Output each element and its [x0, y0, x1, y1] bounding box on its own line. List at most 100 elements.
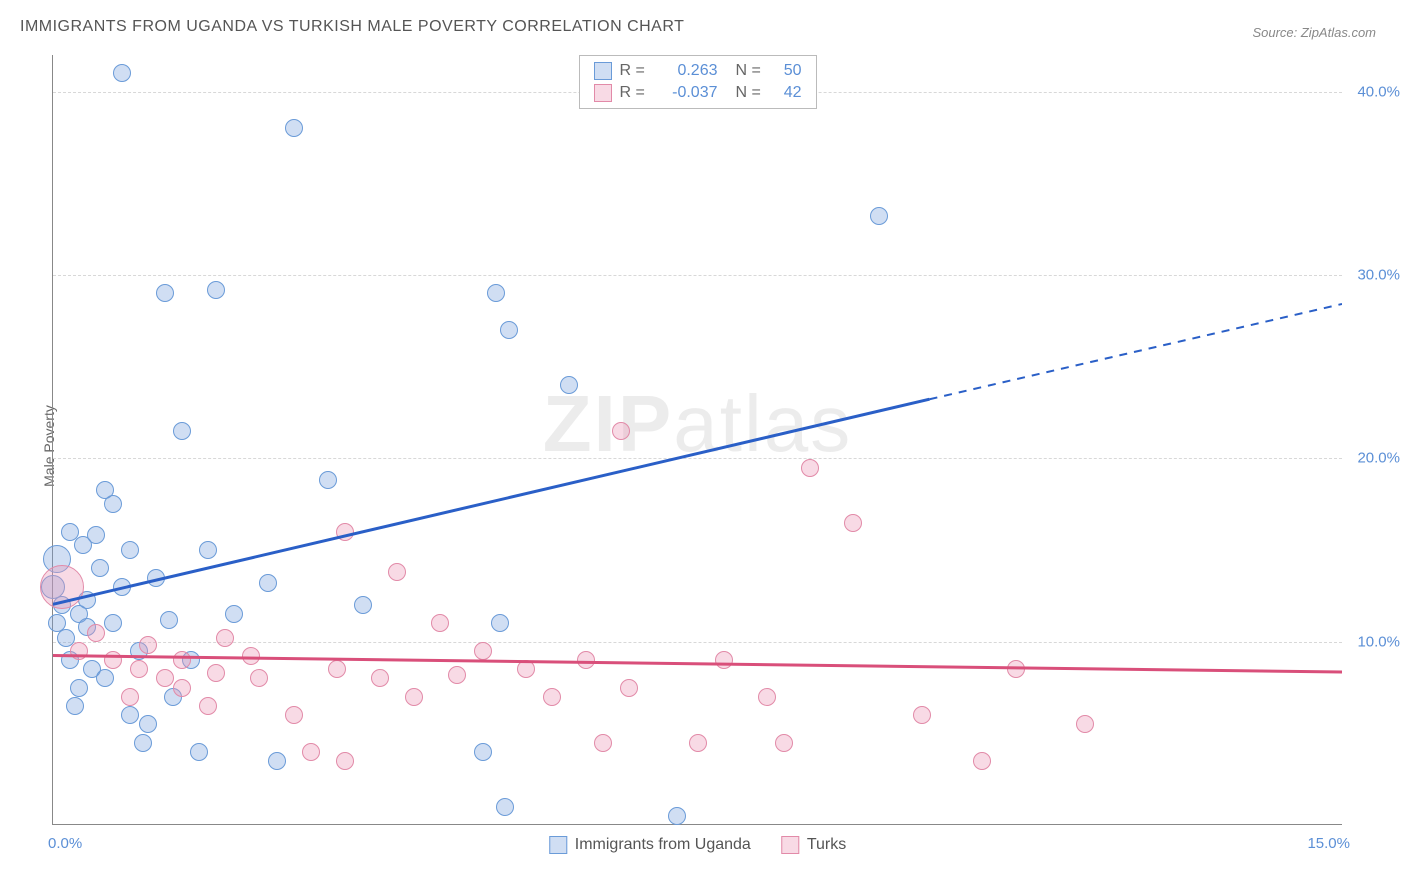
scatter-point [319, 471, 337, 489]
swatch-icon [594, 62, 612, 80]
legend-r-label: R = [620, 84, 648, 102]
scatter-point [250, 669, 268, 687]
x-tick-min: 0.0% [48, 835, 82, 852]
scatter-point [147, 569, 165, 587]
scatter-point [543, 688, 561, 706]
scatter-point [336, 752, 354, 770]
scatter-point [70, 679, 88, 697]
scatter-point [405, 688, 423, 706]
scatter-point [173, 422, 191, 440]
scatter-point [199, 697, 217, 715]
scatter-point [160, 611, 178, 629]
scatter-point [371, 669, 389, 687]
scatter-point [139, 715, 157, 733]
scatter-point [715, 651, 733, 669]
y-tick-label: 30.0% [1350, 267, 1400, 284]
scatter-point [431, 614, 449, 632]
scatter-point [620, 679, 638, 697]
y-tick-label: 10.0% [1350, 633, 1400, 650]
scatter-point [87, 624, 105, 642]
watermark: ZIPatlas [543, 378, 852, 470]
scatter-point [121, 688, 139, 706]
scatter-point [388, 563, 406, 581]
scatter-point [139, 636, 157, 654]
scatter-point [448, 666, 466, 684]
scatter-point [156, 284, 174, 302]
scatter-point [104, 651, 122, 669]
scatter-point [113, 578, 131, 596]
scatter-point [199, 541, 217, 559]
legend-row: R = 0.263 N = 50 [594, 60, 802, 82]
scatter-point [285, 119, 303, 137]
scatter-point [560, 376, 578, 394]
scatter-point [801, 459, 819, 477]
scatter-point [259, 574, 277, 592]
legend-item-turks: Turks [781, 836, 846, 854]
scatter-point [1076, 715, 1094, 733]
scatter-point [500, 321, 518, 339]
scatter-point [207, 664, 225, 682]
legend-n-value: 42 [772, 84, 802, 102]
gridline [53, 275, 1342, 276]
scatter-point [91, 559, 109, 577]
legend-n-label: N = [736, 62, 764, 80]
scatter-point [130, 660, 148, 678]
trend-line-extrapolated [930, 304, 1342, 399]
scatter-point [594, 734, 612, 752]
scatter-point [328, 660, 346, 678]
plot-area: ZIPatlas 10.0%20.0%30.0%40.0% R =0.263N … [52, 55, 1342, 825]
swatch-icon [781, 836, 799, 854]
scatter-point [844, 514, 862, 532]
scatter-point [496, 798, 514, 816]
trend-lines [53, 55, 1342, 824]
scatter-point [173, 679, 191, 697]
x-tick-max: 15.0% [1307, 835, 1350, 852]
scatter-point [302, 743, 320, 761]
legend-row: R =-0.037N =42 [594, 82, 802, 104]
scatter-point [668, 807, 686, 825]
scatter-point [113, 64, 131, 82]
scatter-point [70, 642, 88, 660]
scatter-point [612, 422, 630, 440]
swatch-icon [594, 84, 612, 102]
y-tick-label: 20.0% [1350, 450, 1400, 467]
scatter-point [87, 526, 105, 544]
scatter-point [1007, 660, 1025, 678]
scatter-point [870, 207, 888, 225]
scatter-point [216, 629, 234, 647]
scatter-point [474, 743, 492, 761]
correlation-legend: R =0.263N =50R =-0.037N =42 [579, 55, 817, 109]
chart-title: IMMIGRANTS FROM UGANDA VS TURKISH MALE P… [20, 18, 684, 36]
scatter-point [775, 734, 793, 752]
gridline [53, 458, 1342, 459]
scatter-point [66, 697, 84, 715]
legend-r-label: R = [620, 62, 648, 80]
y-tick-label: 40.0% [1350, 83, 1400, 100]
legend-n-label: N = [736, 84, 764, 102]
scatter-point [40, 565, 84, 609]
watermark-rest: atlas [673, 379, 852, 468]
scatter-point [487, 284, 505, 302]
scatter-point [48, 614, 66, 632]
scatter-point [491, 614, 509, 632]
legend-label: Immigrants from Uganda [575, 836, 751, 854]
scatter-point [173, 651, 191, 669]
scatter-point [474, 642, 492, 660]
scatter-point [121, 706, 139, 724]
legend-r-value: 0.263 [656, 62, 718, 80]
scatter-point [207, 281, 225, 299]
scatter-point [156, 669, 174, 687]
series-legend: Immigrants from Uganda Turks [549, 836, 846, 854]
scatter-point [689, 734, 707, 752]
swatch-icon [549, 836, 567, 854]
scatter-point [336, 523, 354, 541]
scatter-point [134, 734, 152, 752]
scatter-point [96, 481, 114, 499]
scatter-point [268, 752, 286, 770]
scatter-point [758, 688, 776, 706]
scatter-point [190, 743, 208, 761]
legend-item-uganda: Immigrants from Uganda [549, 836, 751, 854]
legend-n-value: 50 [772, 62, 802, 80]
scatter-point [96, 669, 114, 687]
scatter-point [285, 706, 303, 724]
